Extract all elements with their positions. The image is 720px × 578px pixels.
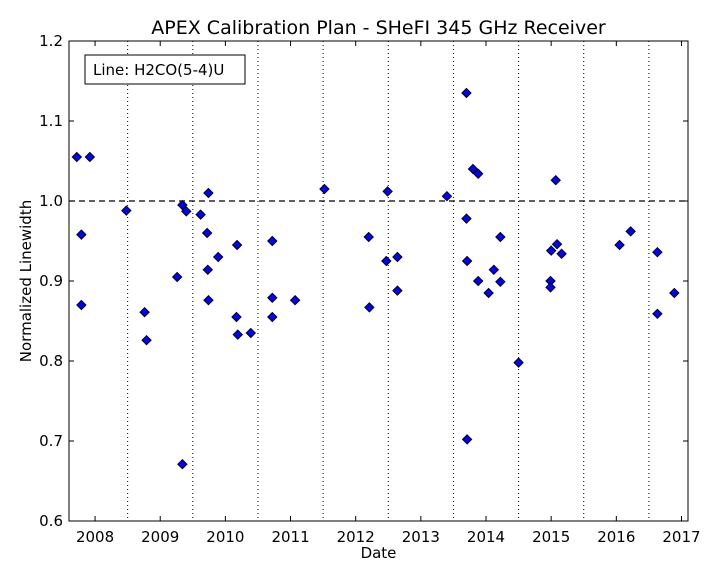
x-tick-label: 2017 xyxy=(662,528,700,546)
data-point xyxy=(289,294,301,306)
data-point xyxy=(231,239,243,251)
data-point xyxy=(461,213,472,224)
x-tick-label: 2009 xyxy=(141,528,179,546)
data-point xyxy=(381,255,392,267)
data-point xyxy=(267,235,278,247)
plot-frame xyxy=(68,40,689,522)
data-point xyxy=(556,248,567,260)
chart-title: APEX Calibration Plan - SHeFI 345 GHz Re… xyxy=(151,17,606,39)
axis-ticks: 2008 2009 2010 2011 2012 2013 2014 2015 2016 2017… xyxy=(39,32,700,546)
data-point xyxy=(231,311,242,323)
y-tick-label: 0.9 xyxy=(39,272,63,290)
data-point xyxy=(461,434,473,445)
data-point xyxy=(195,209,206,220)
data-point xyxy=(625,226,636,237)
data-point xyxy=(472,168,484,180)
data-point xyxy=(363,231,374,243)
legend-text: Line: H2CO(5-4)U xyxy=(93,61,224,79)
data-point xyxy=(232,329,243,340)
data-point xyxy=(364,302,375,313)
data-point xyxy=(545,282,556,293)
data-point xyxy=(472,275,484,287)
data-point xyxy=(202,264,214,276)
data-point xyxy=(614,239,625,251)
data-point xyxy=(513,357,524,368)
data-point xyxy=(488,264,500,276)
data-point xyxy=(267,311,278,323)
data-point xyxy=(245,327,257,339)
data-point xyxy=(551,238,563,250)
legend-frame xyxy=(84,54,246,85)
x-tick-label: 2013 xyxy=(402,528,440,546)
data-point xyxy=(441,190,453,202)
data-point xyxy=(392,251,403,263)
data-point xyxy=(84,151,96,163)
data-point xyxy=(76,229,87,240)
x-tick-label: 2010 xyxy=(206,528,244,546)
grid-layer xyxy=(127,41,650,521)
data-points xyxy=(71,87,680,470)
x-tick-label: 2015 xyxy=(532,528,570,546)
x-tick-label: 2008 xyxy=(76,528,114,546)
data-point xyxy=(171,271,183,283)
y-tick-label: 0.7 xyxy=(39,432,63,450)
data-point xyxy=(461,255,473,267)
x-tick-label: 2016 xyxy=(597,528,635,546)
data-point xyxy=(177,458,188,470)
y-tick-label: 1.2 xyxy=(39,32,63,50)
data-point xyxy=(483,287,494,299)
y-tick-label: 1.1 xyxy=(39,112,63,130)
y-tick-label: 0.8 xyxy=(39,352,63,370)
y-axis-label: Normalized Linewidth xyxy=(17,200,35,362)
data-point xyxy=(203,187,214,199)
x-tick-label: 2011 xyxy=(271,528,309,546)
data-point xyxy=(495,231,506,243)
y-tick-label: 0.6 xyxy=(39,512,63,530)
data-point xyxy=(669,287,680,299)
x-tick-label: 2012 xyxy=(337,528,375,546)
data-point xyxy=(181,206,192,217)
data-point xyxy=(495,276,506,288)
data-point xyxy=(201,227,213,239)
legend-box: Line: H2CO(5-4)U xyxy=(84,54,246,85)
data-point xyxy=(141,334,152,346)
data-point xyxy=(203,294,214,306)
data-point xyxy=(121,205,132,216)
data-point xyxy=(139,306,150,318)
y-tick-label: 1.0 xyxy=(39,192,63,210)
data-point xyxy=(177,199,188,211)
data-point xyxy=(545,245,557,256)
data-point xyxy=(319,183,330,195)
x-tick-label: 2014 xyxy=(467,528,505,546)
data-point xyxy=(652,246,663,258)
x-axis-label: Date xyxy=(361,544,397,562)
data-point xyxy=(392,285,403,296)
data-point xyxy=(467,163,479,175)
data-point xyxy=(652,308,663,320)
data-point xyxy=(212,251,224,263)
data-point xyxy=(382,186,393,197)
data-point xyxy=(267,292,278,304)
data-point xyxy=(461,87,472,99)
data-point xyxy=(76,299,87,311)
data-point xyxy=(71,151,83,163)
data-point xyxy=(550,174,561,186)
